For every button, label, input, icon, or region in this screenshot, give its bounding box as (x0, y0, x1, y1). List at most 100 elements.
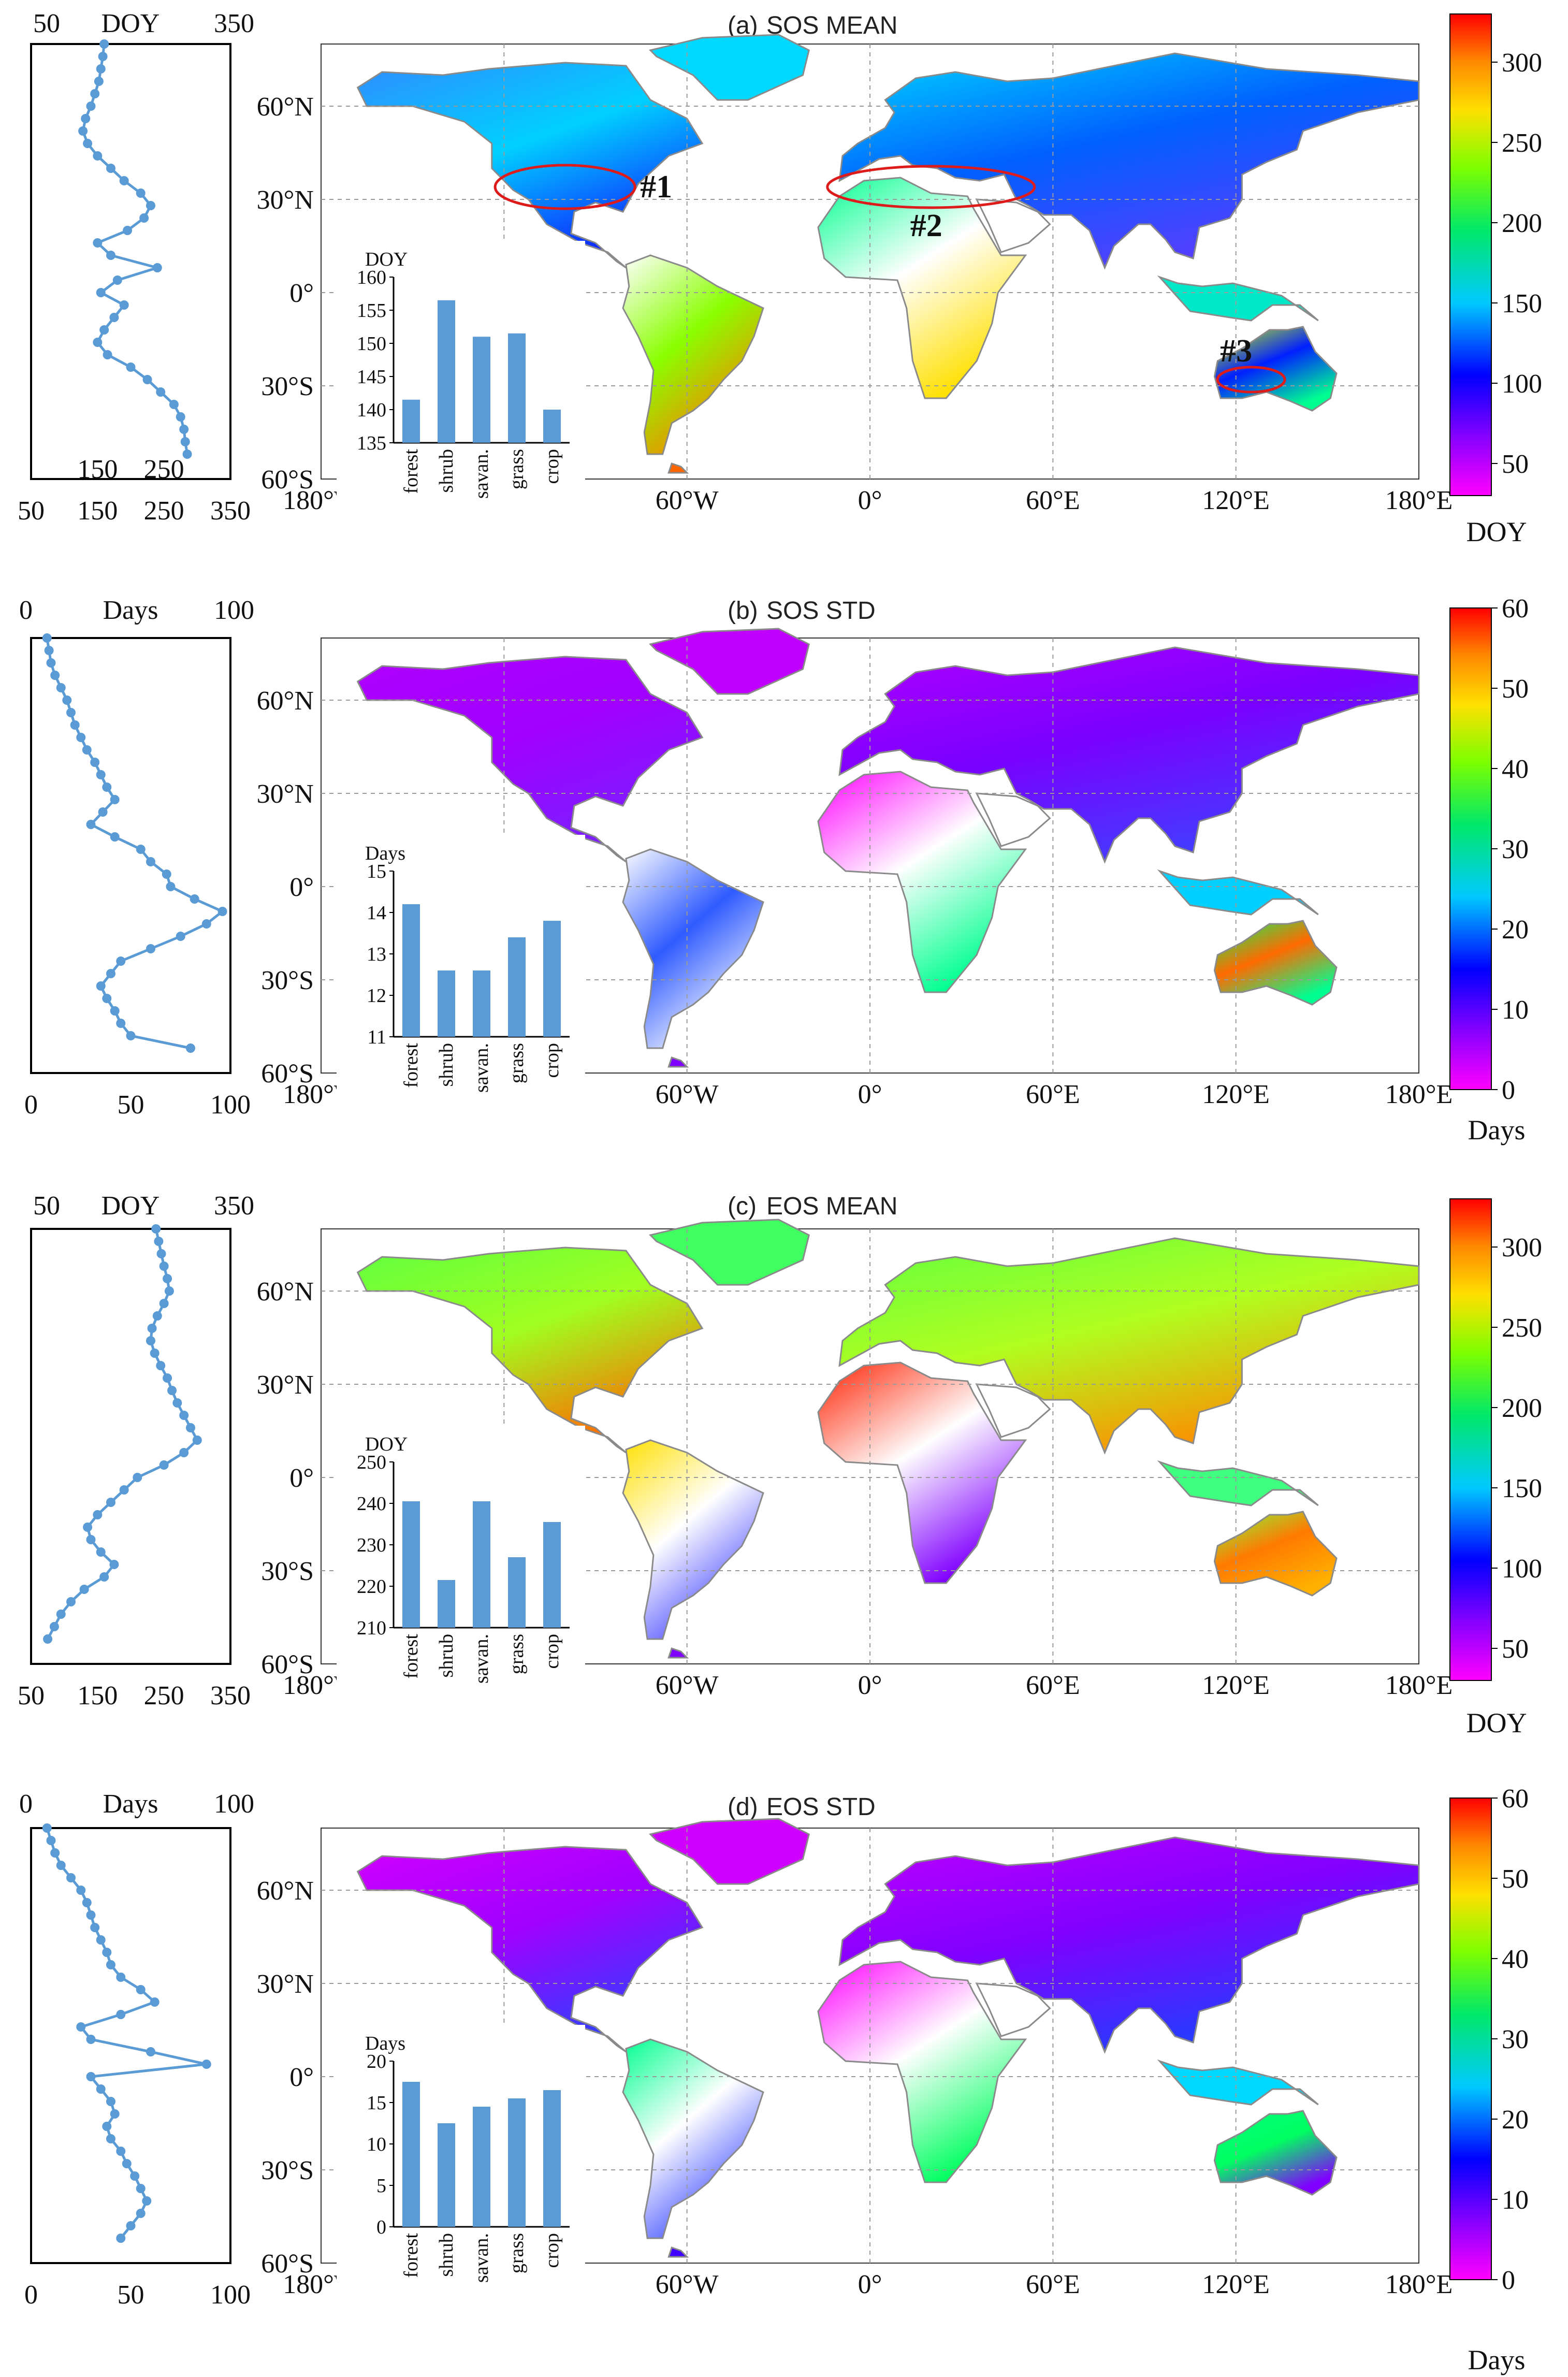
profile-point (94, 77, 104, 86)
landmass-southAmerica (622, 254, 764, 455)
region-circle (826, 165, 1036, 209)
profile-point (162, 869, 171, 879)
inset-tick-label: 160 (357, 267, 386, 288)
colorbar-tick-label: 50 (1502, 1634, 1529, 1664)
profile-point (93, 151, 103, 161)
profile-point (99, 325, 109, 335)
landmass-antarcticTip (667, 1647, 689, 1659)
inset-bar (438, 2123, 455, 2227)
colorbar-tick-label: 200 (1502, 209, 1542, 238)
inset-category-label: savan. (471, 449, 492, 499)
profile-point (172, 1398, 182, 1408)
profile-point (133, 1473, 142, 1482)
region-annotations: #1 #2 #3 (493, 164, 1286, 394)
colorbar: 60 50 40 30 20 10 0 (1449, 594, 1529, 1105)
profile-point (159, 1460, 169, 1470)
profile-point (123, 226, 133, 235)
profile-point (66, 708, 76, 717)
profile-point (110, 2109, 120, 2119)
profile-point (78, 126, 88, 136)
lon-label: 120°E (1202, 2270, 1270, 2299)
inset-category-label: crop (541, 2233, 563, 2268)
lon-label: 120°E (1202, 486, 1270, 515)
landmass-greenland (649, 1219, 810, 1286)
inset-tick-label: 150 (357, 333, 386, 355)
lat-label: 30°S (261, 2156, 314, 2185)
profile-point (190, 894, 199, 904)
inset-bar (473, 970, 490, 1037)
profile-top-left: 0 (19, 596, 33, 625)
colorbar-tick-label: 0 (1502, 2266, 1515, 2295)
landmass-australia (1213, 1511, 1338, 1597)
inset-category-label: savan. (471, 1043, 492, 1093)
map-area: 60°N30°N0°30°S60°S180°W120°W60°W0°60°E12… (257, 628, 1453, 1109)
colorbar-tick-label: 250 (1502, 1313, 1542, 1343)
profile-point (66, 1597, 76, 1606)
profile-point (96, 1935, 106, 1945)
colorbar-tick-label: 0 (1502, 1076, 1515, 1105)
inset-ylabel: DOY (365, 249, 408, 270)
colorbar-tick-label: 50 (1502, 450, 1529, 479)
profile-bottom-tick-label: 350 (210, 496, 251, 526)
lon-label: 120°E (1202, 1080, 1270, 1109)
profile-top-left: 50 (33, 9, 60, 38)
lat-label: 60°S (261, 2249, 314, 2279)
lat-label: 0° (289, 279, 314, 308)
panel-b: 0 Days 100 0 50 100 (b) SOS STD 60°N30°N0°… (19, 594, 1529, 1146)
profile-point (110, 832, 120, 842)
profile-axis-tick-label: 250 (144, 455, 184, 484)
inset-bar (402, 2082, 420, 2227)
inset-tick-label: 220 (357, 1576, 386, 1598)
inset-bar (473, 1501, 490, 1628)
profile-point (146, 857, 155, 866)
profile-point (180, 437, 190, 446)
inset-bar (543, 921, 561, 1037)
inset-bar (543, 410, 561, 443)
profile-bottom-tick-label: 50 (18, 496, 45, 526)
inset-tick-label: 135 (357, 432, 386, 454)
profile-top-right: 100 (214, 1789, 254, 1819)
inset-tick-label: 0 (376, 2216, 386, 2238)
profile-point (56, 1861, 66, 1870)
profile-xlabel: DOY (101, 1191, 160, 1221)
panel-a: 50 DOY 350 150 250 50 150 250 350 (a) SOS ME… (18, 9, 1542, 547)
inset-category-label: forest (400, 449, 422, 494)
profile-point (166, 882, 176, 891)
profile-series-line (46, 1828, 207, 2239)
inset-bar (438, 970, 455, 1037)
profile-point (152, 263, 162, 272)
profile-point (116, 956, 126, 966)
inset-bar (473, 337, 490, 443)
profile-point (106, 1498, 115, 1507)
lon-label: 60°E (1026, 1671, 1080, 1700)
inset-category-label: grass (506, 1634, 528, 1674)
profile-series-line (46, 637, 225, 1050)
profile-bottom-tick-label: 250 (144, 1681, 184, 1711)
colorbar-tick-label: 60 (1502, 1784, 1529, 1814)
profile-point (136, 2209, 146, 2218)
profile-point (136, 2184, 146, 2193)
profile-point (90, 758, 100, 767)
profile-point (106, 969, 115, 978)
region-label: #2 (910, 208, 942, 243)
inset-tick-label: 14 (367, 902, 386, 924)
inset-category-label: crop (541, 449, 563, 484)
inset-ylabel: DOY (365, 1433, 408, 1455)
region-circle (493, 164, 636, 210)
profile-point (112, 276, 122, 285)
profile-point (106, 2097, 115, 2106)
profile-point (164, 1286, 174, 1296)
inset-bar (402, 1501, 420, 1628)
inset-tick-label: 240 (357, 1493, 386, 1515)
profile-point (152, 1311, 162, 1321)
profile-point (150, 1997, 159, 2007)
colorbar-tick-label: 40 (1502, 755, 1529, 784)
profile-point (130, 2171, 140, 2181)
landmass-africa (817, 771, 1027, 993)
profile-top-right: 100 (214, 596, 254, 625)
lon-label: 60°W (656, 1671, 719, 1700)
inset-bar (543, 2090, 561, 2227)
landmass-northAmerica (356, 1846, 704, 2053)
profile-point (150, 1349, 159, 1358)
